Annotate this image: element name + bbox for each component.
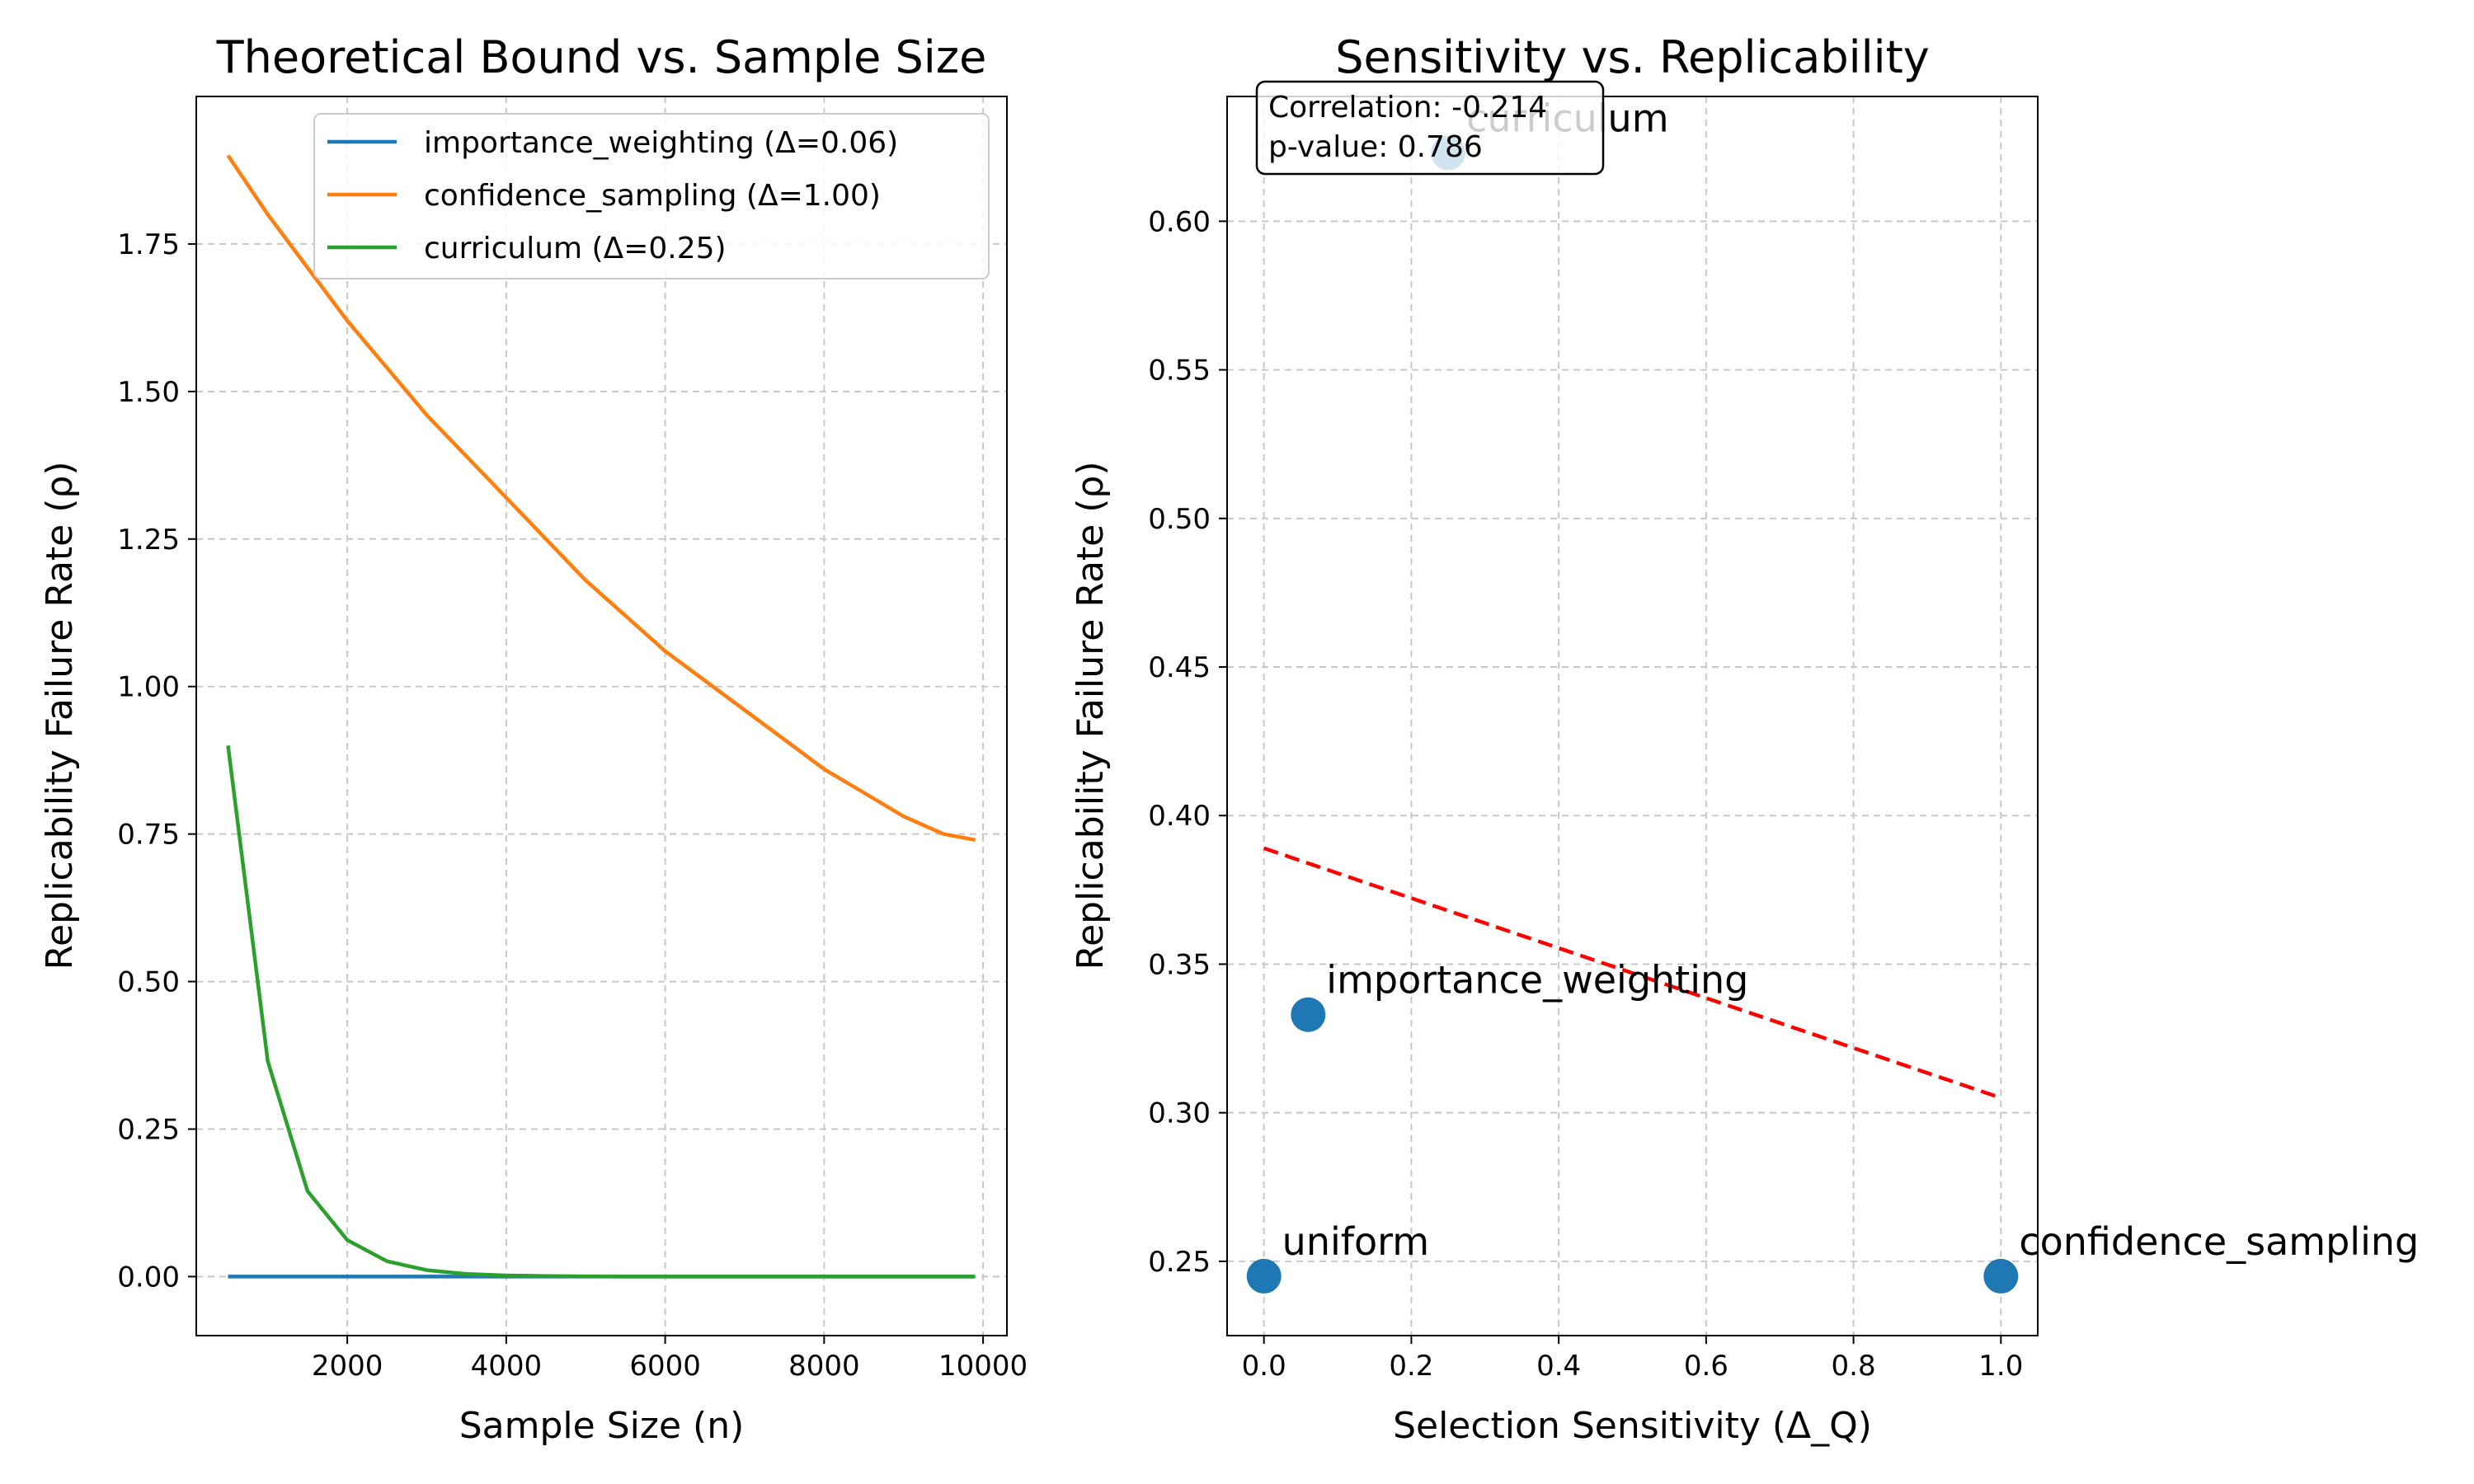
x-tick-label: 8000 [788, 1350, 860, 1383]
series-lines [226, 154, 976, 1279]
y-tick-label: 1.00 [117, 671, 180, 704]
y-tick-label: 0.25 [117, 1114, 180, 1147]
x-axis-label: Sample Size (n) [459, 1405, 745, 1447]
y-tick-label: 0.50 [117, 966, 180, 999]
x-tick-label: 10000 [938, 1350, 1028, 1383]
legend: importance_weighting (Δ=0.06) confidence_… [313, 113, 990, 279]
point-label: uniform [1282, 1219, 1429, 1264]
x-tick-label: 1.0 [1978, 1350, 2023, 1383]
legend-entry-label: importance_weighting (Δ=0.06) [424, 126, 898, 160]
trend-line [1263, 846, 2002, 1100]
y-tick-label: 0.45 [1148, 651, 1211, 684]
y-tick-label: 0.30 [1148, 1097, 1211, 1130]
y-tick-label: 0.40 [1148, 800, 1211, 833]
scatter-point [1983, 1258, 2019, 1294]
x-axis-label: Selection Sensitivity (Δ_Q) [1393, 1405, 1872, 1447]
stats-box: Correlation: -0.214 p-value: 0.786 [1255, 80, 1605, 176]
x-tick-label: 0.6 [1684, 1350, 1729, 1383]
y-tick-label: 0.00 [117, 1261, 180, 1294]
y-tick-label: 1.75 [117, 228, 180, 261]
legend-entry-label: curriculum (Δ=0.25) [424, 232, 727, 265]
chart-title: Theoretical Bound vs. Sample Size [216, 31, 987, 83]
point-label: confidence_sampling [2019, 1219, 2419, 1264]
y-tick-label: 0.75 [117, 819, 180, 852]
y-tick-label: 0.25 [1148, 1246, 1211, 1279]
y-tick-label: 0.55 [1148, 355, 1211, 387]
legend-entry-label: confidence_sampling (Δ=1.00) [424, 179, 881, 213]
y-tick-label: 1.25 [117, 524, 180, 556]
stats-box-frame [1255, 80, 1605, 176]
tick-marks: 0.0 0.2 0.4 0.6 0.8 1.0 0.25 0.30 0.35 0.40 0.45 0.… [1148, 205, 2023, 1383]
scatter-point [1291, 997, 1326, 1032]
scatter-point [1246, 1258, 1282, 1294]
series-line-2 [226, 745, 976, 1279]
series-line-1 [226, 154, 976, 843]
legend-frame [313, 113, 990, 279]
x-tick-label: 0.2 [1389, 1350, 1433, 1383]
x-tick-label: 0.8 [1832, 1350, 1876, 1383]
x-tick-label: 0.4 [1536, 1350, 1581, 1383]
x-tick-label: 4000 [471, 1350, 543, 1383]
p-value-text: p-value: 0.786 [1268, 130, 1483, 164]
y-tick-label: 0.60 [1148, 205, 1211, 238]
y-tick-label: 0.35 [1148, 948, 1211, 981]
y-tick-label: 0.50 [1148, 503, 1211, 536]
tick-marks: 2000 4000 6000 8000 10000 0.00 0.25 0.50 0.75 1.0… [117, 228, 1028, 1383]
x-tick-label: 0.0 [1242, 1350, 1286, 1383]
correlation-text: Correlation: -0.214 [1268, 91, 1547, 124]
grid [1227, 96, 2038, 1336]
y-axis-label: Replicability Failure Rate (ρ) [1070, 462, 1112, 970]
chart-title: Sensitivity vs. Replicability [1335, 31, 1930, 83]
x-tick-label: 6000 [629, 1350, 701, 1383]
x-tick-label: 2000 [312, 1350, 383, 1383]
plot-frame [1226, 96, 2039, 1336]
line-chart: 2000 4000 6000 8000 10000 0.00 0.25 0.50 0.75 1.0… [39, 31, 1028, 1447]
scatter-chart: uniformimportance_weightingcurriculumcon… [1070, 31, 2419, 1447]
plot-frame [195, 96, 1008, 1336]
trend-line-segment [1263, 846, 2002, 1100]
y-tick-label: 1.50 [117, 376, 180, 409]
y-axis-label: Replicability Failure Rate (ρ) [39, 462, 81, 970]
point-label: importance_weighting [1326, 958, 1748, 1003]
